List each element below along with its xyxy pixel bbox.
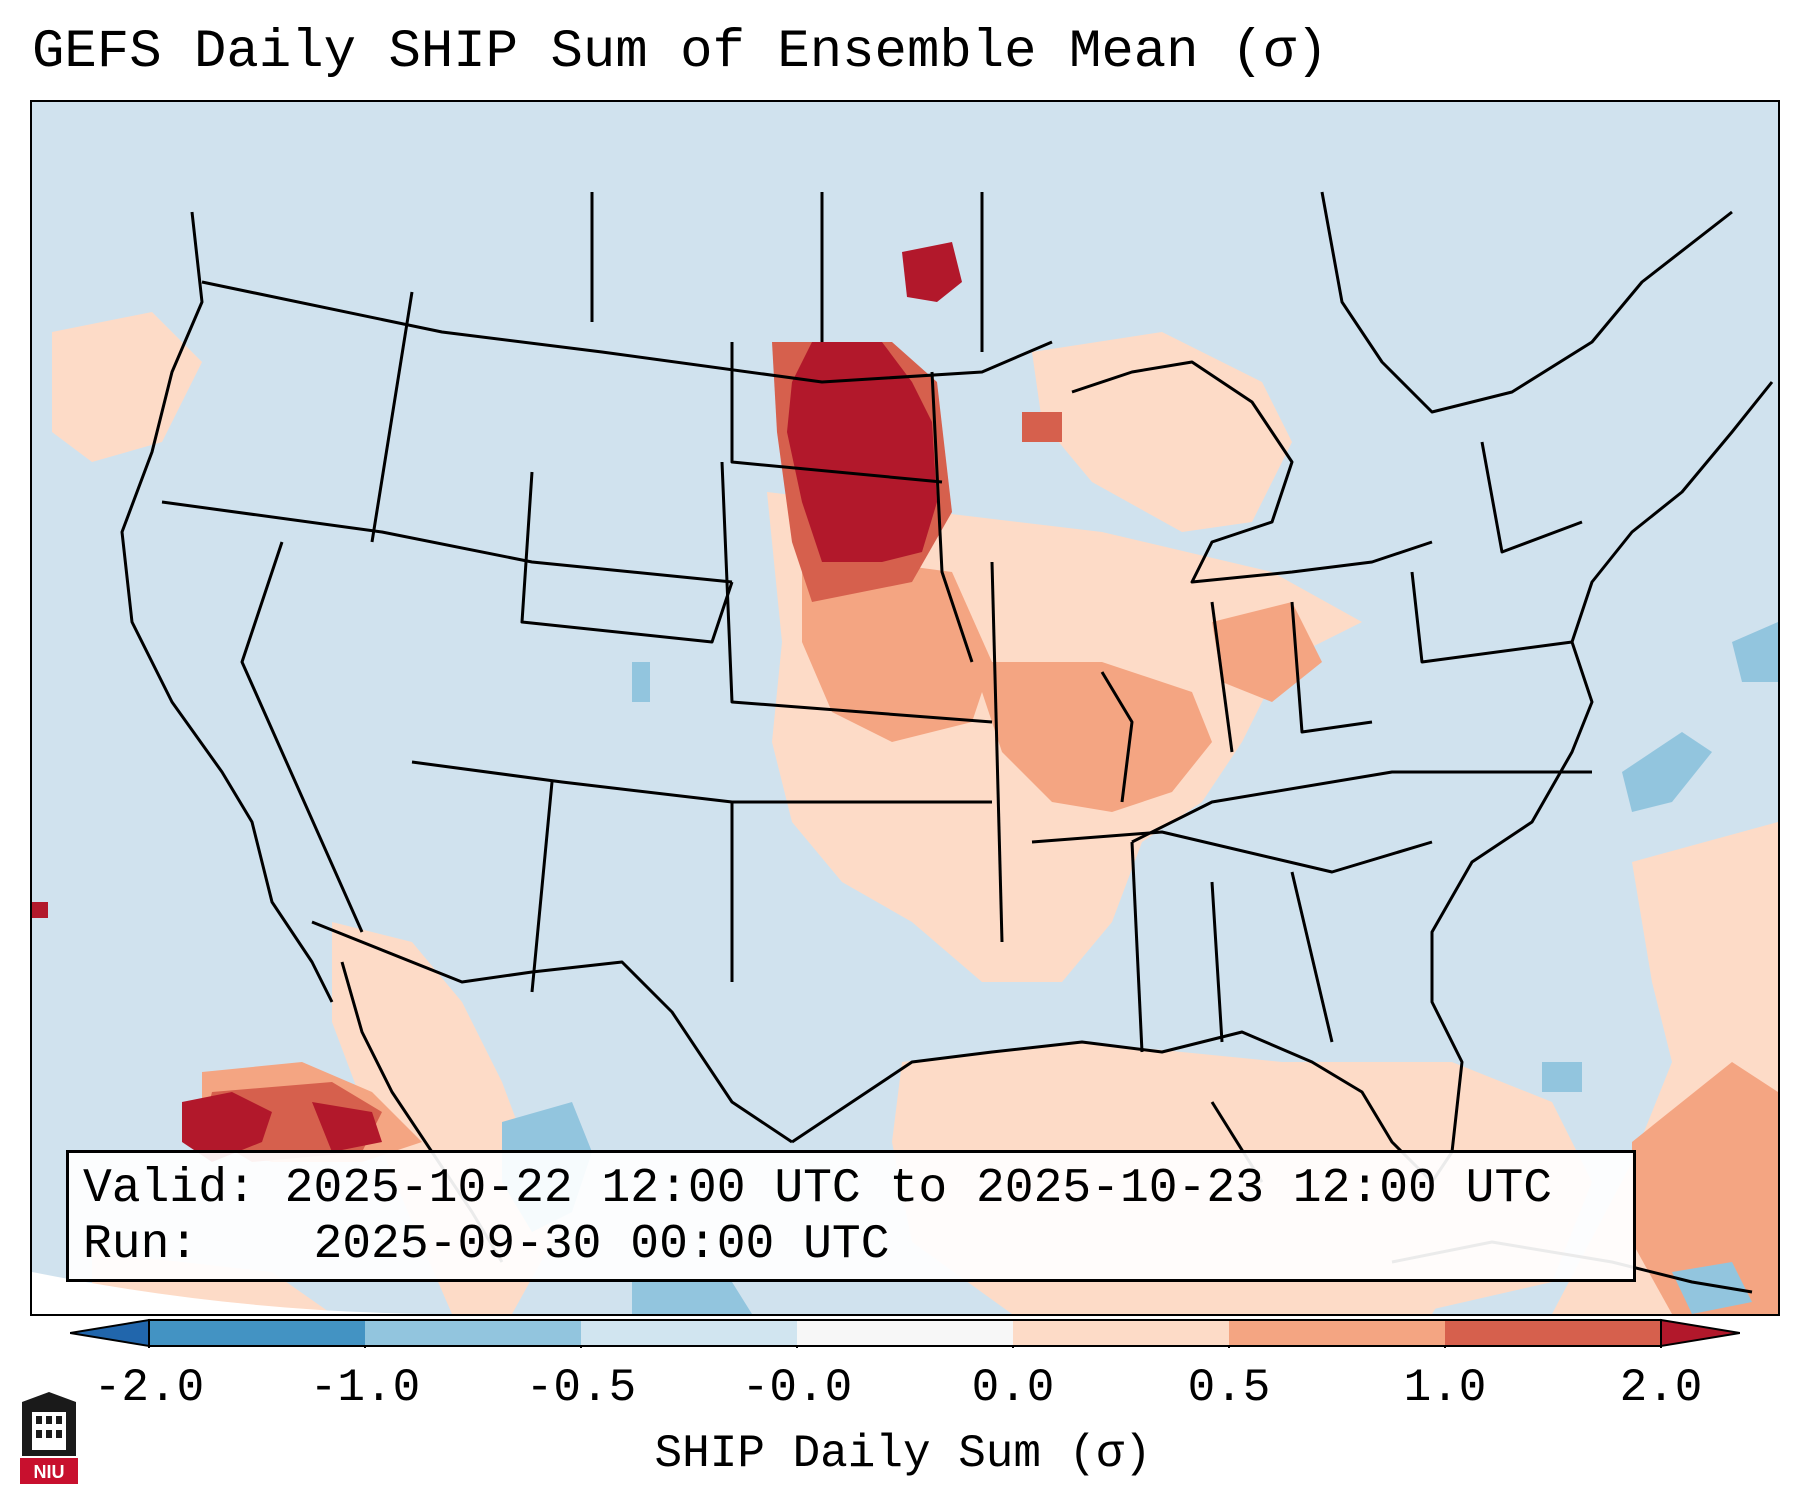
- tick-label: -0.5: [525, 1362, 637, 1414]
- state-line-7: [990, 561, 1004, 943]
- state-line-13: [370, 291, 414, 543]
- map-panel: [30, 100, 1780, 1316]
- us-canada-border: [201, 280, 1053, 384]
- colorbar-label: SHIP Daily Sum (σ): [654, 1428, 1152, 1480]
- colorbar-bin: [581, 1320, 797, 1346]
- nebraska-kansas-region: [802, 552, 992, 742]
- tick-label: -1.0: [309, 1362, 421, 1414]
- projection-edge: [32, 1272, 432, 1314]
- colorado-blue-cell: [632, 662, 650, 702]
- state-line-20: [1100, 671, 1134, 803]
- sargasso-blue-cell: [1542, 1062, 1582, 1092]
- niu-logo: NIU: [18, 1392, 80, 1493]
- tick-label: -2.0: [93, 1362, 205, 1414]
- colorbar-bin: [1229, 1320, 1445, 1346]
- state-line-15: [1130, 841, 1144, 1053]
- state-line-2: [520, 471, 734, 644]
- state-line-16: [1210, 881, 1224, 1043]
- colorbar-outline: [148, 1319, 1662, 1347]
- colorbar-bin: [365, 1320, 581, 1346]
- gulf-coast: [791, 381, 1774, 1184]
- state-line-8: [930, 371, 974, 663]
- missouri-illinois-region: [972, 662, 1212, 812]
- anomaly-layer-dark-red: [32, 242, 962, 1162]
- great-lakes-region: [1032, 332, 1292, 532]
- state-line-23: [1410, 571, 1573, 664]
- state-line-19: [1131, 770, 1592, 844]
- colorbar-bin: [1445, 1320, 1661, 1346]
- tick-label: 2.0: [1619, 1362, 1703, 1414]
- canada-max-region: [902, 242, 962, 302]
- great-lakes-outline: [1071, 360, 1433, 584]
- colorbar-extend-high: [1660, 1318, 1741, 1348]
- caribbean-blue-region: [632, 1282, 752, 1314]
- cuba-blue-region: [1672, 1262, 1752, 1314]
- colorbar-extend-low: [69, 1318, 150, 1348]
- colorbar: [69, 1318, 1741, 1353]
- run-value: 2025-09-30 00:00 UTC: [313, 1218, 890, 1272]
- state-line-4: [411, 760, 992, 804]
- mexico-border: [311, 920, 793, 1144]
- gulf-california-max-region-2: [312, 1102, 382, 1152]
- east-atlantic-blue-region: [1732, 622, 1778, 682]
- valid-run-infobox: Valid: 2025-10-22 12:00 UTC to 2025-10-2…: [66, 1150, 1636, 1282]
- tick-label: 0.5: [1187, 1362, 1271, 1414]
- colorbar-bin: [797, 1320, 1013, 1346]
- us-west-coast: [120, 211, 334, 1003]
- state-line-24: [1480, 441, 1583, 554]
- state-line-18: [1031, 830, 1433, 874]
- caribbean-salmon-region: [1632, 1062, 1778, 1314]
- niu-logo-icon: NIU: [20, 1392, 78, 1484]
- state-line-3: [720, 461, 993, 724]
- pacific-nw-region: [52, 312, 202, 462]
- state-line-21: [1210, 601, 1234, 753]
- valid-label: Valid:: [83, 1162, 256, 1216]
- tick-label: 0.0: [971, 1362, 1055, 1414]
- state-line-1: [161, 500, 733, 584]
- run-label: Run:: [83, 1218, 199, 1272]
- logo-text: NIU: [34, 1462, 65, 1482]
- pacific-max-cell: [32, 902, 48, 918]
- colorbar-bin: [1013, 1320, 1229, 1346]
- northern-mn-red-region: [1022, 412, 1062, 442]
- atlantic-blue-region: [1622, 732, 1712, 812]
- canada-shield: [1320, 191, 1733, 414]
- state-line-17: [1290, 871, 1334, 1043]
- valid-value: 2025-10-22 12:00 UTC to 2025-10-23 12:00…: [284, 1162, 1553, 1216]
- gulf-california-max-region: [182, 1092, 272, 1162]
- state-line-5: [530, 781, 554, 993]
- map-svg: [32, 191, 1778, 1314]
- state-line-9: [730, 342, 943, 484]
- colorbar-svg: [69, 1318, 1741, 1350]
- tick-label: 1.0: [1403, 1362, 1487, 1414]
- tick-label: -0.0: [741, 1362, 853, 1414]
- state-line-14: [240, 541, 364, 933]
- chart-title: GEFS Daily SHIP Sum of Ensemble Mean (σ): [32, 22, 1329, 83]
- dakotas-max-region: [787, 342, 937, 562]
- state-line-22: [1290, 601, 1373, 734]
- colorbar-bin: [149, 1320, 365, 1346]
